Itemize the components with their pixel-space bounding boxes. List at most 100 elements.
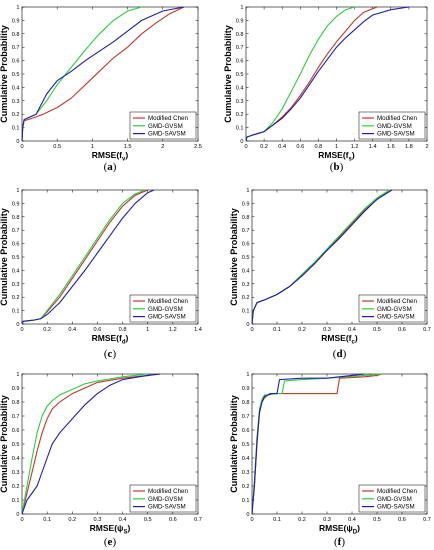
series-line-gmd-savsm: [21, 189, 155, 325]
legend-entry-label: GMD-GVSM: [377, 123, 412, 130]
x-tick-label: 1: [335, 144, 338, 150]
y-tick-label: 0.6: [12, 428, 20, 434]
y-tick-label: 0.7: [242, 414, 250, 420]
y-tick-label: 0.1: [242, 498, 250, 504]
legend-entry-label: GMD-GVSM: [377, 306, 412, 313]
y-tick-label: 0.2: [12, 112, 20, 118]
x-tick-label: 0: [20, 517, 23, 523]
x-tick-label: 1.4: [369, 144, 377, 150]
y-tick-label: 0.6: [242, 428, 250, 434]
chart-panel-b: 0 0.2 0.4 0.6 0.8 1 1.2 1.4 1.6 1.8 2 0 0.1 0.2 0.3 0.4…: [223, 5, 429, 173]
y-tick-label: 1: [246, 188, 249, 194]
legend-entry-label: Modified Chen: [148, 115, 188, 122]
series-line-gmd-savsm: [21, 6, 185, 142]
x-tick-label: 0.3: [323, 517, 331, 523]
y-tick-label: 0.1: [12, 126, 20, 132]
legend-entry-label: GMD-GVSM: [377, 496, 412, 503]
x-tick-label: 0.3: [323, 327, 331, 333]
chart-panel-a: 0 0.5 1 1.5 2 2.5 0 0.1 0.2 0.3 0.4 0.5 0.6 0.7 0.8 0.9…: [0, 5, 202, 173]
y-tick-label: 0.3: [236, 99, 244, 105]
x-tick-label: 0: [244, 144, 247, 150]
legend-entry-label: GMD-SAVSM: [377, 314, 415, 321]
x-tick-label: 0.8: [315, 144, 323, 150]
x-tick-label: 0.4: [348, 327, 356, 333]
y-tick-label: 0.1: [242, 309, 250, 315]
y-tick-label: 0.3: [12, 99, 20, 105]
x-tick-label: 1.2: [351, 144, 359, 150]
y-tick-label: 0.3: [242, 282, 250, 288]
legend-entry-label: Modified Chen: [377, 298, 417, 305]
y-tick-label: 0.7: [242, 228, 250, 234]
x-tick-label: 0.2: [260, 144, 268, 150]
y-tick-label: 0.7: [12, 414, 20, 420]
x-tick-label: 0: [20, 144, 23, 150]
chart-panel-d: 0 0.1 0.2 0.3 0.4 0.5 0.6 0.7 0 0.1 0.2 0.3 0.4 0.5 0.…: [229, 188, 431, 360]
chart-panel-c: 0 0.2 0.4 0.6 0.8 1 1.2 1.4 0 0.1 0.2 0.3 0.4 0.5 0.6 0…: [0, 188, 202, 360]
x-tick-label: 0.5: [144, 517, 152, 523]
legend-entry-label: GMD-GVSM: [148, 496, 183, 503]
y-tick-label: 0.1: [236, 126, 244, 132]
y-tick-label: 0.3: [12, 470, 20, 476]
y-tick-label: 0.7: [12, 45, 20, 51]
x-tick-label: 1.5: [124, 144, 132, 150]
y-tick-label: 0.5: [12, 442, 20, 448]
y-tick-label: 0: [246, 512, 249, 518]
y-axis-label: Cumulative Probability: [223, 25, 233, 123]
x-tick-label: 0.1: [273, 517, 281, 523]
x-tick-label: 1: [91, 144, 94, 150]
x-tick-label: 0.6: [94, 327, 102, 333]
x-tick-label: 0.6: [398, 517, 406, 523]
chart-panel-f: 0 0.1 0.2 0.3 0.4 0.5 0.6 0.7 0 0.1 0.2 0.3 0.4 0.5 0.…: [229, 372, 431, 548]
y-tick-label: 0.2: [236, 112, 244, 118]
y-axis-label: Cumulative Probability: [0, 25, 9, 123]
x-tick-label: 0.4: [348, 517, 356, 523]
y-tick-label: 1: [246, 372, 249, 378]
panel-caption: (d): [333, 348, 347, 360]
y-tick-label: 0.7: [236, 45, 244, 51]
y-tick-label: 0.9: [236, 18, 244, 24]
series-line-gmd-savsm: [245, 6, 409, 142]
legend-entry-label: Modified Chen: [377, 115, 417, 122]
y-tick-label: 0.6: [12, 59, 20, 65]
y-tick-label: 0.2: [12, 295, 20, 301]
y-tick-label: 0.6: [236, 59, 244, 65]
y-tick-label: 1: [16, 5, 19, 11]
legend: [129, 111, 197, 140]
y-tick-label: 0.4: [12, 85, 20, 91]
chart-panel-e: 0 0.1 0.2 0.3 0.4 0.5 0.6 0.7 0 0.1 0.2 0.3 0.4 0.5 0.…: [0, 372, 202, 548]
y-tick-label: 0.5: [12, 72, 20, 78]
y-tick-label: 0.6: [12, 242, 20, 248]
y-axis-label: Cumulative Probability: [229, 208, 239, 306]
series-line-modified-chen: [21, 373, 161, 515]
y-tick-label: 0.3: [12, 282, 20, 288]
x-tick-label: 0.5: [373, 327, 381, 333]
x-axis-label: RMSE(ψS): [90, 523, 131, 536]
legend-entry-label: Modified Chen: [377, 488, 417, 495]
y-tick-label: 0.9: [12, 201, 20, 207]
y-tick-label: 0.6: [242, 242, 250, 248]
panel-caption: (e): [104, 536, 117, 548]
x-tick-label: 0.4: [68, 327, 76, 333]
y-tick-label: 0.5: [242, 442, 250, 448]
series-line-gmd-gvsm: [21, 373, 148, 515]
x-tick-label: 0.7: [423, 327, 431, 333]
x-tick-label: 0: [250, 327, 253, 333]
x-tick-label: 0.5: [53, 144, 61, 150]
y-tick-label: 0: [16, 139, 19, 145]
y-tick-label: 0.9: [242, 201, 250, 207]
x-axis-label: RMSE(fv): [92, 150, 129, 163]
y-tick-label: 0.5: [12, 255, 20, 261]
series-line-modified-chen: [21, 6, 185, 142]
y-tick-label: 0.7: [12, 228, 20, 234]
x-tick-label: 1: [146, 327, 149, 333]
y-tick-label: 0.8: [12, 32, 20, 38]
x-tick-label: 0.7: [194, 517, 202, 523]
legend-entry-label: GMD-GVSM: [148, 306, 183, 313]
y-tick-label: 0.8: [242, 215, 250, 221]
y-tick-label: 0.4: [12, 268, 20, 274]
y-tick-label: 0.4: [242, 268, 250, 274]
x-axis-label: RMSE(fc): [321, 333, 358, 346]
legend-entry-label: GMD-SAVSM: [148, 504, 186, 511]
series-line-gmd-savsm: [251, 373, 365, 515]
y-tick-label: 0: [16, 512, 19, 518]
